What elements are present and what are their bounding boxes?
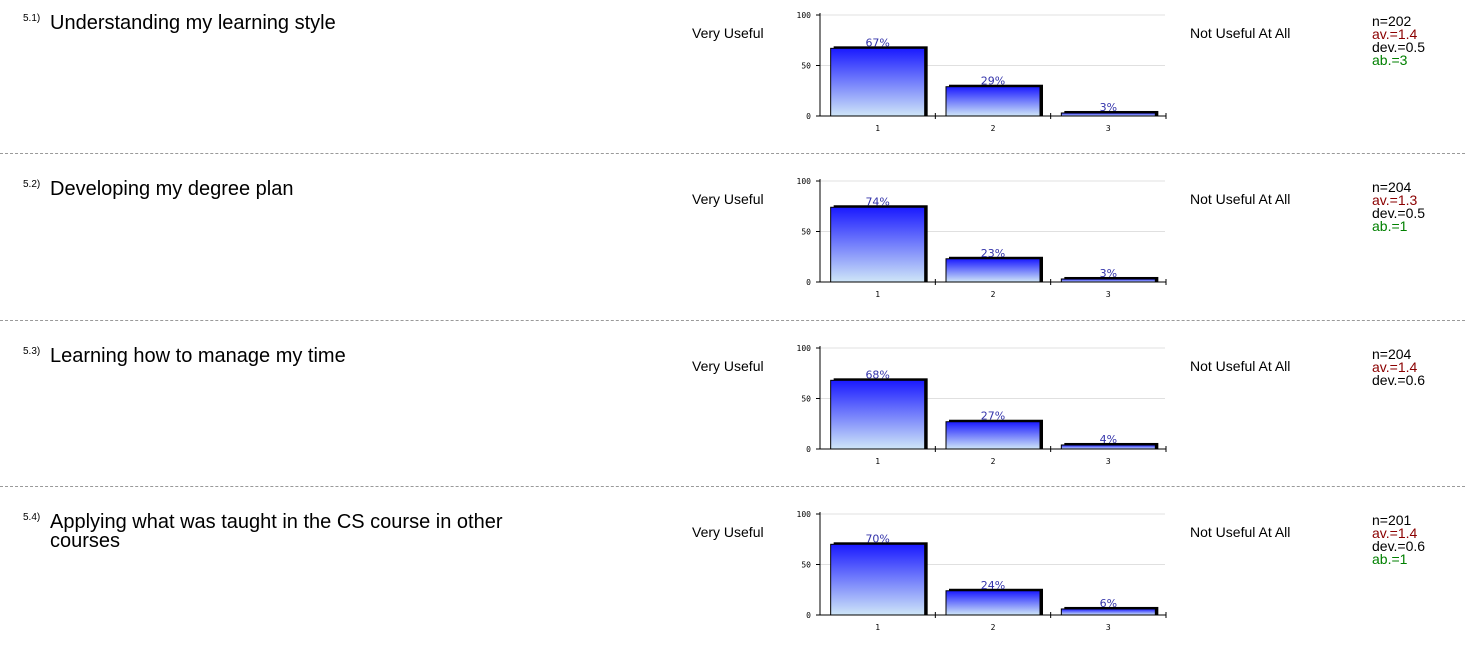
stat-average: av.=1.3 [1372, 192, 1418, 208]
stat-deviation: dev.=0.6 [1372, 372, 1426, 388]
bar-value-label: 27% [981, 410, 1005, 423]
stats-block: n=202 av.=1.4 dev.=0.5 ab.=3 [1372, 13, 1426, 68]
bar-value-label: 4% [1100, 433, 1117, 446]
bar-value-label: 6% [1100, 597, 1117, 610]
question-text: Understanding my learning style [50, 12, 336, 34]
row-separator [0, 153, 1465, 154]
scale-left-label: Very Useful [692, 191, 764, 207]
bar [945, 86, 1041, 117]
x-tick-label: 2 [991, 290, 996, 299]
y-tick-label: 0 [806, 278, 811, 287]
question-text: Developing my degree plan [50, 178, 294, 200]
x-tick-label: 2 [991, 457, 996, 466]
stat-n: n=201 [1372, 512, 1412, 528]
question-number: 5.2) [23, 179, 41, 190]
y-tick-label: 100 [797, 510, 812, 519]
scale-left-label: Very Useful [692, 358, 764, 374]
question-row: 5.4) Applying what was taught in the CS … [0, 499, 1465, 665]
scale-right-label: Not Useful At All [1190, 358, 1291, 374]
bar-chart: 0 50 100 67% 1 29% 2 3% 3 [797, 11, 1167, 133]
y-tick-label: 0 [806, 112, 811, 121]
stat-deviation: dev.=0.5 [1372, 39, 1426, 55]
bar [830, 379, 926, 450]
row-separator [0, 486, 1465, 487]
x-tick-label: 1 [875, 457, 880, 466]
question-row: 5.1) Understanding my learning style Ver… [0, 0, 1465, 166]
scale-left-label: Very Useful [692, 25, 764, 41]
bar [945, 258, 1041, 283]
x-tick-label: 3 [1106, 457, 1111, 466]
y-tick-label: 100 [797, 344, 812, 353]
bar [945, 421, 1041, 450]
bar-value-label: 23% [981, 247, 1005, 260]
stats-block: n=204 av.=1.4 dev.=0.6 [1372, 346, 1426, 388]
bar [1060, 444, 1156, 450]
y-tick-label: 100 [797, 11, 812, 20]
bar-chart: 0 50 100 68% 1 27% 2 4% 3 [797, 344, 1167, 466]
bar [1060, 608, 1156, 616]
stat-abstentions: ab.=1 [1372, 218, 1408, 234]
scale-left-label: Very Useful [692, 524, 764, 540]
bar-value-label: 3% [1100, 267, 1117, 280]
y-tick-label: 50 [801, 561, 811, 570]
bar-value-label: 3% [1100, 101, 1117, 114]
x-tick-label: 1 [875, 290, 880, 299]
scale-right-label: Not Useful At All [1190, 524, 1291, 540]
stat-average: av.=1.4 [1372, 525, 1418, 541]
stat-deviation: dev.=0.5 [1372, 205, 1426, 221]
bar-value-label: 74% [865, 195, 889, 208]
question-text: Learning how to manage my time [50, 345, 346, 367]
y-tick-label: 50 [801, 228, 811, 237]
y-tick-label: 0 [806, 445, 811, 454]
x-tick-label: 3 [1106, 290, 1111, 299]
y-tick-label: 0 [806, 611, 811, 620]
stat-deviation: dev.=0.6 [1372, 538, 1426, 554]
x-tick-label: 1 [875, 623, 880, 632]
x-tick-label: 2 [991, 623, 996, 632]
stat-average: av.=1.4 [1372, 359, 1418, 375]
bar [830, 543, 926, 616]
bar [830, 206, 926, 283]
stat-n: n=204 [1372, 179, 1412, 195]
stat-average: av.=1.4 [1372, 26, 1418, 42]
bar [945, 590, 1041, 616]
stats-block: n=201 av.=1.4 dev.=0.6 ab.=1 [1372, 512, 1426, 567]
bar [830, 47, 926, 117]
x-tick-label: 1 [875, 124, 880, 133]
stat-n: n=202 [1372, 13, 1412, 29]
stat-abstentions: ab.=1 [1372, 551, 1408, 567]
question-number: 5.1) [23, 13, 41, 24]
question-row: 5.3) Learning how to manage my time Very… [0, 333, 1465, 499]
x-tick-label: 3 [1106, 623, 1111, 632]
bar-value-label: 70% [865, 532, 889, 545]
bar-value-label: 67% [865, 36, 889, 49]
row-separator [0, 320, 1465, 321]
x-tick-label: 2 [991, 124, 996, 133]
question-number: 5.3) [23, 346, 41, 357]
y-tick-label: 100 [797, 177, 812, 186]
scale-right-label: Not Useful At All [1190, 25, 1291, 41]
question-number: 5.4) [23, 512, 41, 523]
y-tick-label: 50 [801, 395, 811, 404]
bar-value-label: 29% [981, 75, 1005, 88]
question-row: 5.2) Developing my degree plan Very Usef… [0, 166, 1465, 332]
bar-chart: 0 50 100 70% 1 24% 2 6% 3 [797, 510, 1167, 632]
scale-right-label: Not Useful At All [1190, 191, 1291, 207]
bar [1060, 112, 1156, 117]
y-tick-label: 50 [801, 62, 811, 71]
x-tick-label: 3 [1106, 124, 1111, 133]
stat-n: n=204 [1372, 346, 1412, 362]
bar-value-label: 68% [865, 368, 889, 381]
bar [1060, 278, 1156, 283]
stats-block: n=204 av.=1.3 dev.=0.5 ab.=1 [1372, 179, 1426, 234]
bar-value-label: 24% [981, 579, 1005, 592]
stat-abstentions: ab.=3 [1372, 52, 1408, 68]
question-text: Applying what was taught in the CS cours… [50, 511, 503, 552]
